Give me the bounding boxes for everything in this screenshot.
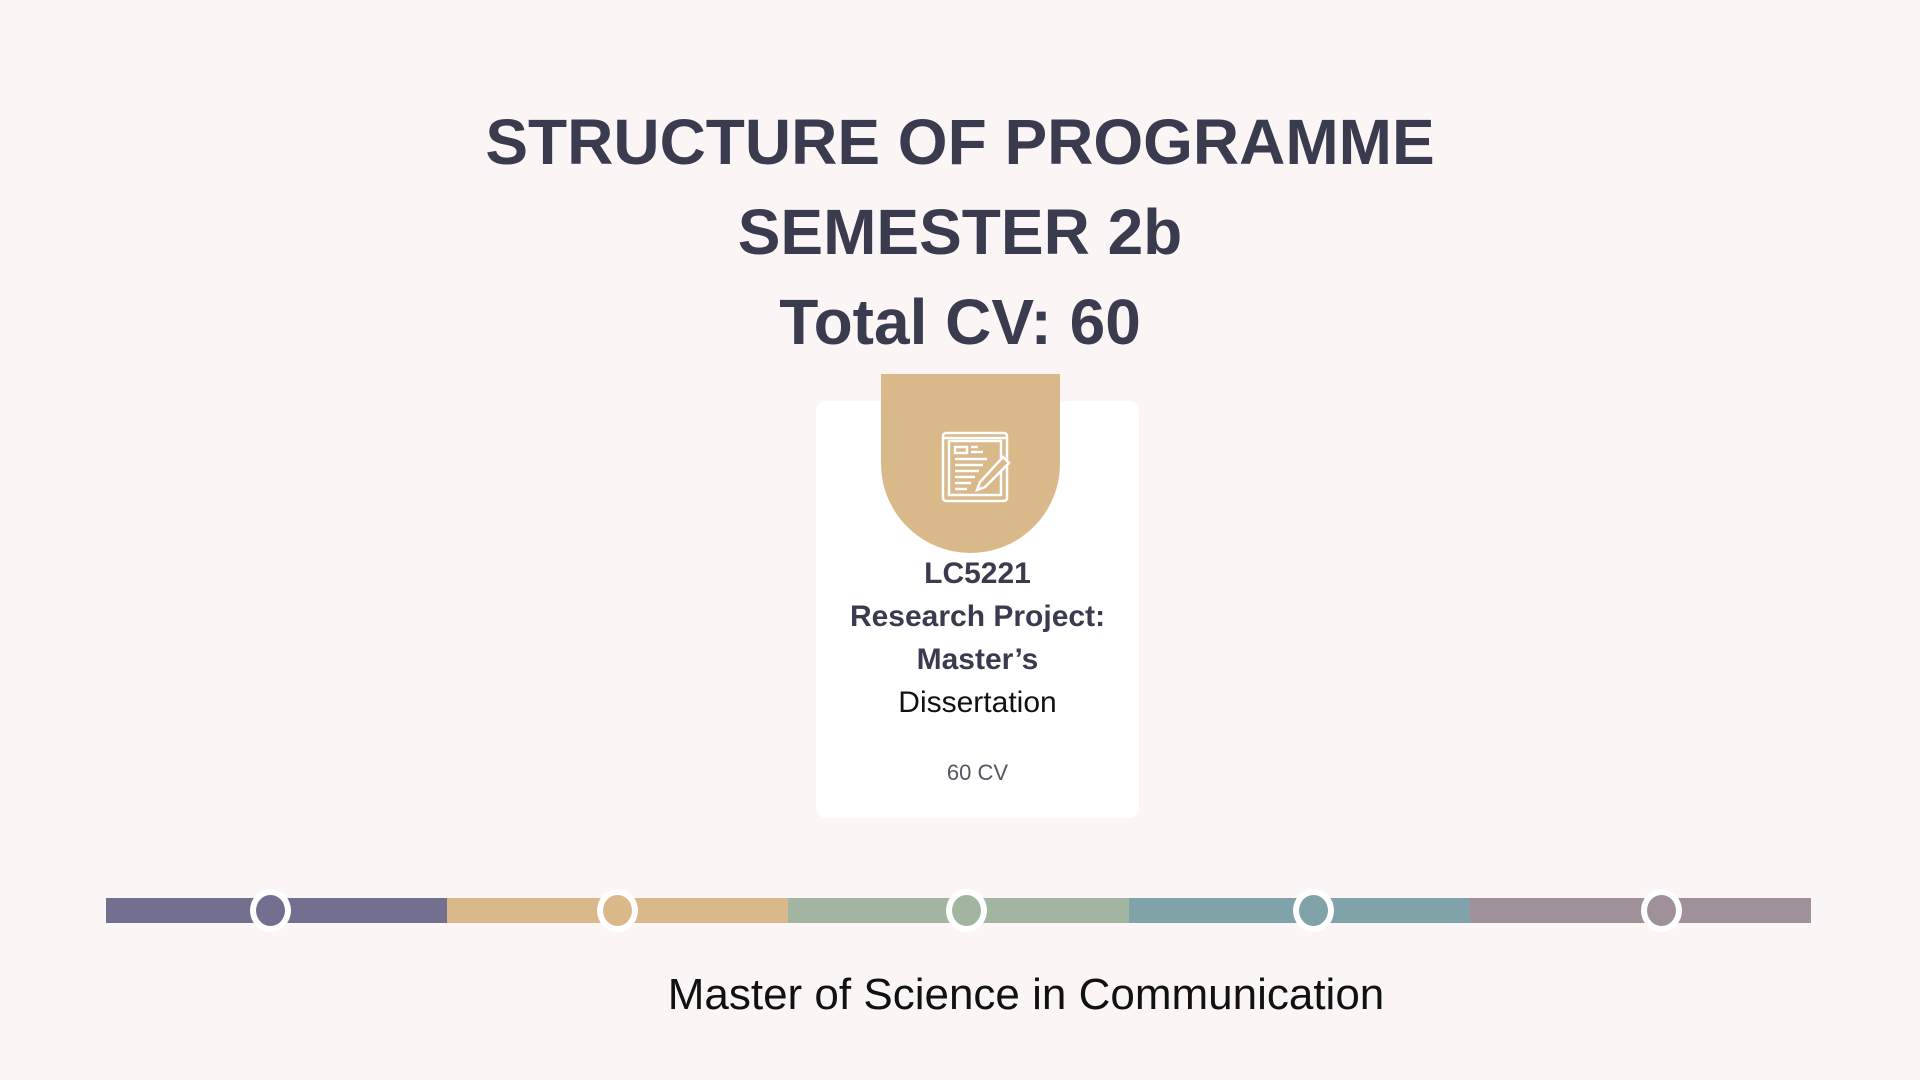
timeline-marker-1 (250, 889, 291, 932)
timeline-marker-5 (1641, 889, 1682, 932)
timeline-marker-4 (1293, 889, 1334, 932)
module-credits: 60 CV (946, 760, 1009, 785)
heading-line-2: SEMESTER 2b (737, 196, 1183, 268)
document-edit-icon (941, 431, 1011, 503)
heading-line-3: Total CV: 60 (779, 286, 1141, 358)
module-icon-tab (881, 374, 1060, 553)
module-title-line-3: Dissertation (898, 686, 1057, 719)
programme-name: Master of Science in Communication (667, 970, 1385, 1019)
module-code: LC5221 (924, 557, 1031, 590)
heading-line-1: STRUCTURE OF PROGRAMME (485, 106, 1435, 178)
timeline-segment-5 (1470, 898, 1811, 923)
timeline-marker-2 (597, 889, 638, 932)
timeline-marker-3 (946, 889, 987, 932)
module-title-line-2: Master’s (916, 643, 1039, 676)
module-title-line-1: Research Project: (849, 600, 1106, 633)
